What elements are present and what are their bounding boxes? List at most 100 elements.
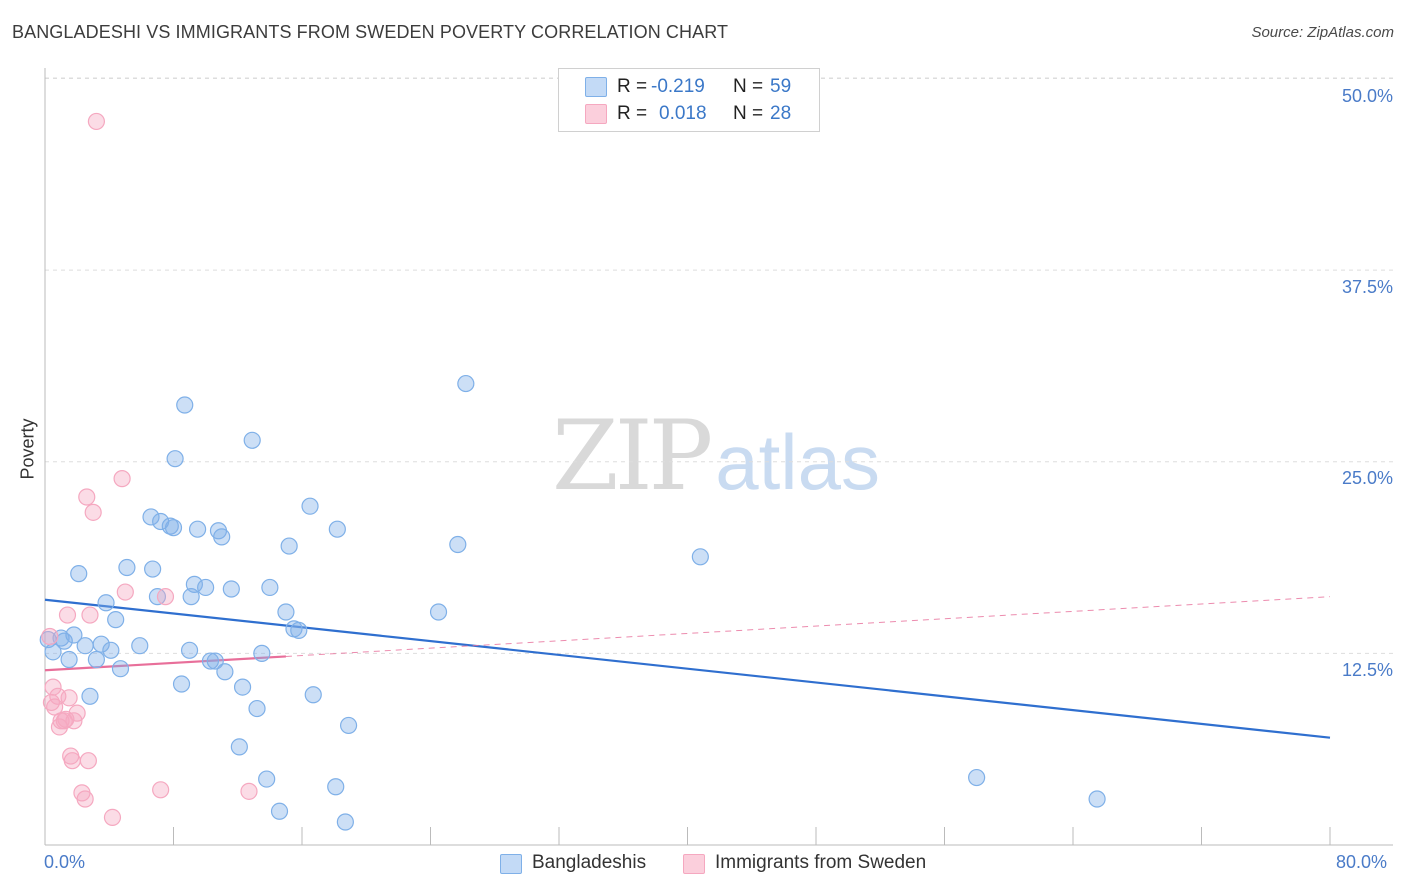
data-point-sweden (156, 588, 175, 606)
gridlines (45, 77, 1393, 654)
data-point-sweden (87, 112, 106, 131)
trend-lines (44, 596, 1331, 739)
legend-r-label: R = (617, 103, 653, 124)
x-tick-label: 0.0% (44, 852, 86, 872)
y-axis-label: Poverty (17, 418, 38, 480)
data-point-bangladeshis (201, 652, 220, 670)
data-point-sweden (60, 689, 78, 707)
legend-r-value: 0.018 (659, 103, 707, 124)
data-point-bangladeshis (118, 558, 136, 577)
data-point-sweden (41, 627, 59, 646)
data-point-bangladeshis (197, 578, 215, 597)
data-point-bangladeshis (144, 560, 162, 578)
watermark: ZIPatlas (552, 400, 880, 512)
data-point-bangladeshis (290, 621, 308, 639)
data-point-bangladeshis (102, 641, 120, 659)
data-point-bangladeshis (216, 663, 234, 681)
data-point-bangladeshis (243, 431, 261, 449)
data-point-sweden (76, 790, 94, 808)
data-point-bangladeshis (107, 611, 125, 629)
data-point-bangladeshis (457, 374, 475, 393)
legend-label: Immigrants from Sweden (715, 852, 927, 873)
source-credit: Source: ZipAtlas.com (1251, 24, 1394, 41)
data-point-bangladeshis (1088, 790, 1106, 808)
data-point-bangladeshis (60, 650, 78, 669)
legend-swatch-pink (683, 854, 705, 874)
data-point-bangladeshis (270, 802, 289, 820)
y-tick-label: 25.0% (1341, 468, 1393, 488)
data-point-bangladeshis (449, 535, 467, 554)
data-point-bangladeshis (164, 519, 183, 537)
data-point-bangladeshis (233, 678, 252, 696)
data-point-bangladeshis (328, 520, 346, 538)
data-point-sweden (63, 752, 81, 770)
data-point-bangladeshis (111, 660, 130, 678)
data-point-bangladeshis (206, 652, 224, 670)
data-point-bangladeshis (176, 396, 194, 414)
correlation-legend: R = -0.219 N = 59 R = 0.018 N = 28 (558, 68, 820, 132)
legend-r-value: -0.219 (651, 76, 705, 97)
data-point-sweden (84, 503, 102, 521)
y-tick-label: 37.5% (1341, 277, 1393, 297)
data-points (39, 112, 1106, 831)
data-point-bangladeshis (429, 603, 448, 621)
data-point-bangladeshis (76, 637, 94, 655)
data-point-bangladeshis (304, 686, 322, 704)
data-point-bangladeshis (277, 603, 295, 621)
data-point-sweden (103, 808, 122, 827)
data-point-bangladeshis (166, 450, 184, 468)
data-point-bangladeshis (327, 778, 345, 796)
legend-n-label: N = (733, 76, 769, 97)
legend-swatch-blue (500, 854, 522, 874)
data-point-sweden (46, 698, 64, 716)
data-point-bangladeshis (131, 637, 149, 655)
data-point-bangladeshis (185, 575, 203, 593)
trend-line-bangladeshis (44, 598, 1331, 739)
data-point-bangladeshis (65, 626, 83, 644)
data-point-sweden (240, 782, 258, 800)
data-point-bangladeshis (92, 635, 110, 653)
data-point-bangladeshis (222, 580, 240, 598)
watermark-zip: ZIP (552, 400, 713, 512)
data-point-bangladeshis (230, 738, 248, 756)
data-point-sweden (81, 606, 99, 624)
legend-n-value: 28 (770, 103, 792, 124)
y-tick-label: 12.5% (1341, 660, 1393, 680)
legend-n-label: N = (733, 103, 769, 124)
data-point-sweden (58, 606, 77, 624)
data-point-bangladeshis (280, 537, 298, 555)
legend-swatch-pink (585, 104, 607, 124)
data-point-bangladeshis (213, 528, 231, 546)
y-tick-label: 50.0% (1341, 86, 1393, 106)
data-point-sweden (113, 470, 131, 488)
trend-line-extension (285, 596, 1331, 657)
data-point-bangladeshis (301, 497, 319, 515)
data-point-bangladeshis (87, 650, 106, 669)
data-point-bangladeshis (180, 641, 199, 659)
x-tick-label: 80.0% (1336, 852, 1388, 872)
data-point-bangladeshis (336, 813, 354, 831)
data-point-sweden (116, 583, 134, 601)
data-point-bangladeshis (97, 594, 115, 612)
data-point-bangladeshis (70, 565, 88, 583)
trend-line-sweden (44, 655, 287, 672)
data-point-sweden (152, 781, 170, 799)
data-point-bangladeshis (261, 578, 279, 597)
data-point-sweden (78, 488, 96, 506)
data-point-bangladeshis (968, 768, 986, 787)
legend-label: Bangladeshis (532, 852, 647, 873)
legend-r-label: R = (617, 76, 653, 97)
data-point-bangladeshis (142, 508, 160, 526)
data-point-bangladeshis (172, 675, 191, 693)
data-point-sweden (79, 752, 97, 770)
data-point-bangladeshis (339, 716, 358, 735)
data-point-bangladeshis (248, 699, 266, 718)
chart-title: BANGLADESHI VS IMMIGRANTS FROM SWEDEN PO… (12, 22, 729, 42)
data-point-bangladeshis (258, 770, 276, 788)
legend-n-value: 59 (770, 76, 792, 97)
data-point-bangladeshis (81, 687, 99, 705)
data-point-bangladeshis (691, 548, 709, 566)
legend-swatch-blue (585, 77, 607, 97)
data-point-sweden (44, 678, 62, 696)
